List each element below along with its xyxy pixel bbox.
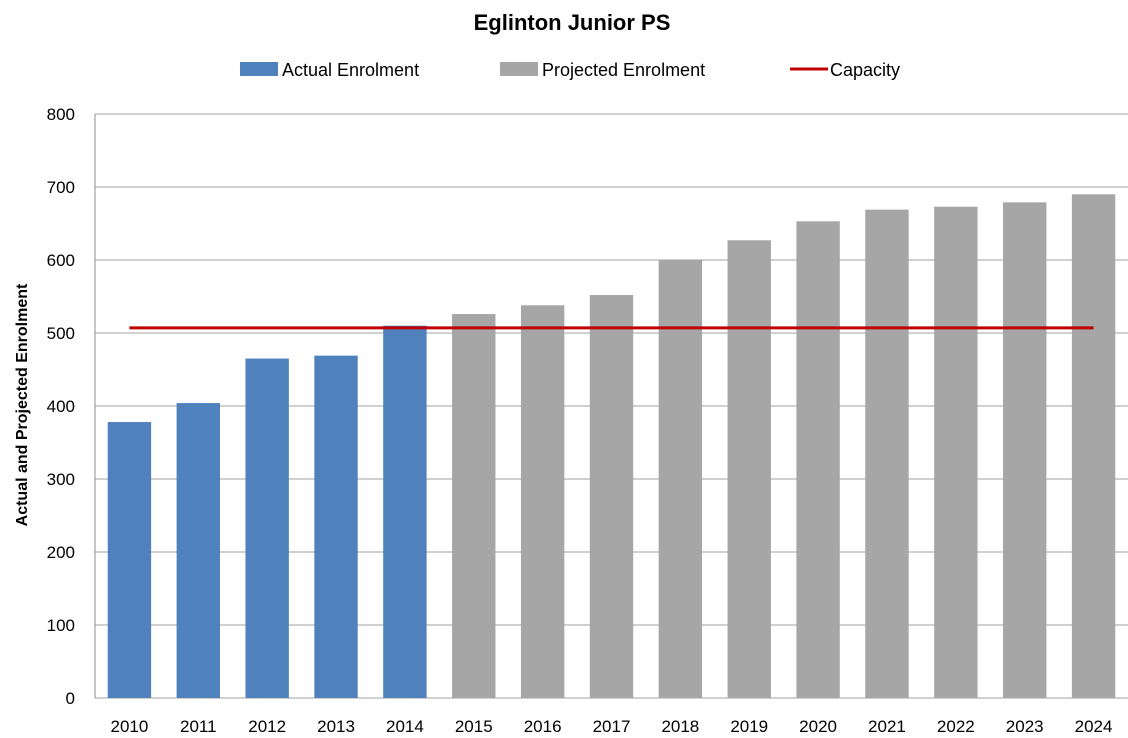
legend-label-capacity: Capacity bbox=[830, 60, 900, 80]
bar-2020 bbox=[796, 221, 840, 698]
legend-swatch-actual bbox=[240, 62, 278, 76]
x-tick-label: 2017 bbox=[593, 717, 631, 736]
x-tick-label: 2013 bbox=[317, 717, 355, 736]
y-tick-label: 200 bbox=[47, 543, 75, 562]
x-tick-label: 2022 bbox=[937, 717, 975, 736]
x-tick-label: 2018 bbox=[661, 717, 699, 736]
y-tick-label: 600 bbox=[47, 251, 75, 270]
y-tick-label: 400 bbox=[47, 397, 75, 416]
y-tick-label: 100 bbox=[47, 616, 75, 635]
bar-2021 bbox=[865, 209, 909, 698]
bar-2012 bbox=[245, 358, 289, 698]
bar-2024 bbox=[1071, 194, 1116, 699]
bar-2019 bbox=[727, 240, 771, 699]
bar-2023 bbox=[1003, 202, 1047, 698]
bar-2013 bbox=[314, 355, 358, 698]
legend-label-projected: Projected Enrolment bbox=[542, 60, 705, 80]
y-axis-ticks: 0 100 200 300 400 500 600 700 800 bbox=[47, 105, 75, 708]
y-axis-label: Actual and Projected Enrolment bbox=[14, 283, 31, 526]
x-tick-label: 2015 bbox=[455, 717, 493, 736]
x-tick-label: 2021 bbox=[868, 717, 906, 736]
y-tick-label: 0 bbox=[66, 689, 75, 708]
bars bbox=[107, 194, 1116, 699]
x-tick-label: 2019 bbox=[730, 717, 768, 736]
bar-2015 bbox=[452, 314, 496, 698]
y-tick-label: 700 bbox=[47, 178, 75, 197]
bar-2010 bbox=[107, 422, 152, 698]
x-tick-label: 2023 bbox=[1006, 717, 1044, 736]
y-tick-label: 800 bbox=[47, 105, 75, 124]
chart-title: Eglinton Junior PS bbox=[474, 10, 671, 35]
legend-label-actual: Actual Enrolment bbox=[282, 60, 419, 80]
bar-2011 bbox=[176, 403, 220, 698]
bar-2017 bbox=[589, 295, 634, 698]
x-tick-label: 2014 bbox=[386, 717, 424, 736]
x-axis-ticks: 2010 2011 2012 2013 2014 2015 2016 2017 2018 2019… bbox=[111, 717, 1113, 736]
x-tick-label: 2016 bbox=[524, 717, 562, 736]
bar-2022 bbox=[934, 206, 978, 698]
legend-swatch-projected bbox=[500, 62, 538, 76]
bar-2018 bbox=[658, 260, 703, 698]
bar-2014 bbox=[383, 325, 427, 698]
x-tick-label: 2020 bbox=[799, 717, 837, 736]
x-tick-label: 2024 bbox=[1075, 717, 1113, 736]
bar-2016 bbox=[520, 305, 565, 698]
x-tick-label: 2012 bbox=[248, 717, 286, 736]
legend: Actual Enrolment Projected Enrolment Cap… bbox=[240, 60, 900, 80]
x-tick-label: 2010 bbox=[111, 717, 149, 736]
y-tick-label: 300 bbox=[47, 470, 75, 489]
y-tick-label: 500 bbox=[47, 324, 75, 343]
x-tick-label: 2011 bbox=[180, 717, 217, 736]
